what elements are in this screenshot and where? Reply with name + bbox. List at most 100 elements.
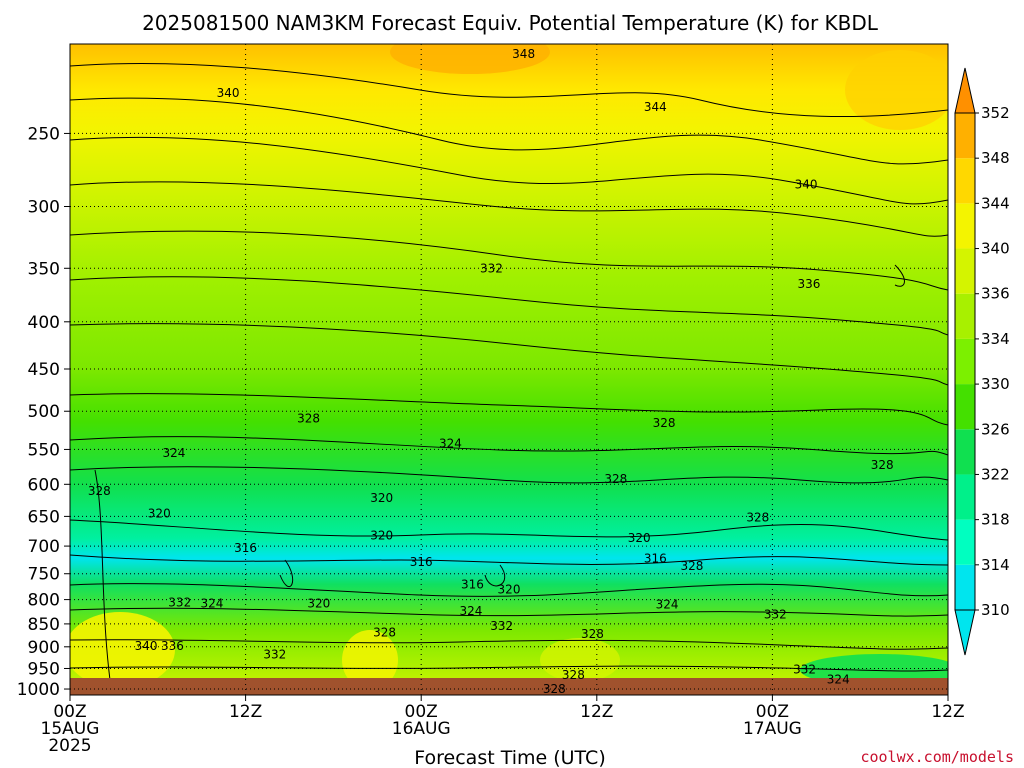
colorbar-segment — [955, 474, 975, 520]
grid-lines — [70, 44, 948, 695]
colorbar-label: 348 — [981, 149, 1010, 167]
theta-e-field — [70, 44, 948, 695]
colorbar-segment — [955, 203, 975, 249]
contour-label: 344 — [644, 100, 667, 114]
contour-label: 324 — [656, 598, 679, 612]
contour-label: 328 — [373, 625, 396, 639]
colorbar-segment — [955, 429, 975, 475]
colorbar-label: 334 — [981, 330, 1010, 348]
ground-strip — [70, 678, 948, 695]
colorbar-label: 340 — [981, 240, 1010, 258]
colorbar-extend-max — [954, 67, 976, 114]
colorbar-segment — [955, 519, 975, 565]
x-tick-label: 16AUG — [392, 719, 451, 739]
contour-label: 328 — [746, 511, 769, 525]
y-tick-label: 950 — [28, 659, 60, 679]
contour-label: 324 — [200, 597, 223, 611]
y-tick-label: 550 — [28, 440, 60, 460]
colorbar-segment — [955, 158, 975, 204]
colorbar-label: 344 — [981, 194, 1010, 212]
contour-label: 332 — [490, 619, 513, 633]
x-axis-label: Forecast Time (UTC) — [414, 747, 605, 768]
colorbar-segment — [955, 248, 975, 294]
contour-label: 320 — [628, 531, 651, 545]
contour-label: 328 — [604, 472, 627, 486]
contour-label: 340 — [217, 86, 240, 100]
plot-area — [70, 44, 948, 695]
contour-lines — [70, 62, 948, 681]
x-tick-label: 15AUG — [41, 719, 100, 739]
colorbar-label: 322 — [981, 465, 1010, 483]
warm-pocket-left — [70, 612, 175, 688]
colorbar-segment — [955, 113, 975, 159]
y-axis: 250 300 350 400 450 500 550 600 650 700 750 800 850 9… — [17, 124, 70, 700]
contour-label: 328 — [680, 559, 703, 573]
contour-label: 328 — [297, 411, 320, 425]
colorbar: 310 314 318 322 326 330 334 336 340 344 348 352 — [954, 67, 1010, 656]
contour-label: 320 — [370, 529, 393, 543]
contour-label: 340 — [135, 639, 158, 653]
x-tick-label: 00Z — [405, 702, 438, 722]
contour-label: 336 — [798, 277, 821, 291]
colorbar-label: 314 — [981, 556, 1010, 574]
x-tick-label: 2025 — [48, 736, 91, 756]
warm-tongue-top — [390, 44, 550, 74]
contour-label: 328 — [88, 484, 111, 498]
contour-label: 328 — [562, 668, 585, 682]
warm-pocket-right — [540, 638, 620, 682]
colorbar-segment — [955, 293, 975, 339]
y-tick-label: 1000 — [17, 680, 60, 700]
y-tick-label: 700 — [28, 537, 60, 557]
contour-label: 332 — [480, 261, 503, 275]
contour-label: 316 — [644, 551, 667, 565]
contour-label: 336 — [161, 639, 184, 653]
x-tick-label: 00Z — [53, 702, 86, 722]
contour-label: 320 — [498, 582, 521, 596]
y-tick-label: 450 — [28, 360, 60, 380]
contour-label: 324 — [439, 437, 462, 451]
contour-label: 324 — [162, 446, 185, 460]
colorbar-label: 318 — [981, 511, 1010, 529]
credit-link[interactable]: coolwx.com/models — [860, 748, 1014, 766]
contour-label: 332 — [263, 648, 286, 662]
y-tick-label: 750 — [28, 565, 60, 585]
colorbar-label: 336 — [981, 285, 1010, 303]
x-tick-label: 12Z — [931, 702, 964, 722]
colorbar-label: 310 — [981, 601, 1010, 619]
y-tick-label: 650 — [28, 507, 60, 527]
warm-tongue-top-right — [845, 50, 948, 130]
x-tick-label: 17AUG — [743, 719, 802, 739]
y-tick-label: 300 — [28, 198, 60, 218]
contour-label: 332 — [764, 607, 787, 621]
contour-label: 320 — [148, 506, 171, 520]
contour-label: 348 — [512, 47, 535, 61]
contour-label: 328 — [581, 627, 604, 641]
y-tick-label: 800 — [28, 591, 60, 611]
colorbar-frame — [954, 112, 976, 611]
contour-label: 320 — [307, 597, 330, 611]
colorbar-extend-min — [954, 609, 976, 656]
colorbar-segment — [955, 384, 975, 430]
contour-label: 324 — [460, 604, 483, 618]
y-tick-label: 250 — [28, 124, 60, 144]
y-tick-label: 600 — [28, 475, 60, 495]
chart-title: 2025081500 NAM3KM Forecast Equiv. Potent… — [142, 11, 879, 35]
colorbar-label: 326 — [981, 420, 1010, 438]
contour-label: 332 — [168, 596, 191, 610]
y-tick-label: 900 — [28, 638, 60, 658]
contour-label: 316 — [410, 555, 433, 569]
contour-label: 332 — [793, 662, 816, 676]
colorbar-label: 330 — [981, 375, 1010, 393]
colorbar-label: 352 — [981, 104, 1010, 122]
colorbar-segment — [955, 338, 975, 385]
contour-label: 324 — [827, 672, 850, 686]
colorbar-segment — [955, 564, 975, 610]
contour-label: 320 — [370, 491, 393, 505]
x-tick-label: 12Z — [580, 702, 613, 722]
y-tick-label: 400 — [28, 313, 60, 333]
contour-label: 316 — [234, 541, 257, 555]
contour-label: 340 — [795, 178, 818, 192]
contour-label: 328 — [653, 416, 676, 430]
